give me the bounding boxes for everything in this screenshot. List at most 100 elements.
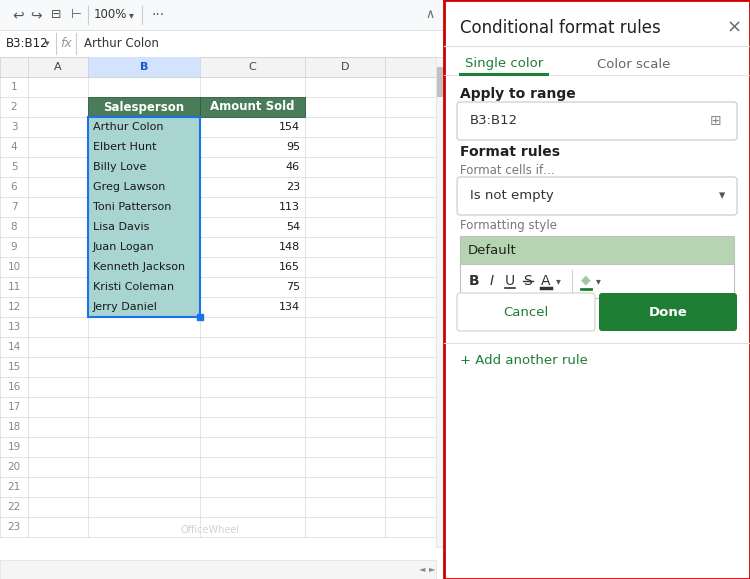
Bar — [88, 217, 200, 237]
Text: ↩: ↩ — [12, 8, 24, 22]
Text: 20: 20 — [8, 462, 20, 472]
Text: Toni Patterson: Toni Patterson — [93, 202, 171, 212]
Text: 100%: 100% — [93, 9, 127, 21]
Text: 17: 17 — [8, 402, 21, 412]
Text: 11: 11 — [8, 282, 21, 292]
Bar — [88, 117, 200, 137]
Bar — [88, 177, 200, 197]
Text: 3: 3 — [10, 122, 17, 132]
Bar — [436, 57, 444, 547]
Bar — [88, 157, 200, 177]
Text: ×: × — [727, 19, 742, 37]
Text: ▾: ▾ — [556, 276, 560, 286]
Text: ▾: ▾ — [596, 276, 601, 286]
Text: 19: 19 — [8, 442, 21, 452]
Text: ▾: ▾ — [128, 10, 133, 20]
Text: 113: 113 — [279, 202, 300, 212]
Text: 4: 4 — [10, 142, 17, 152]
Text: Arthur Colon: Arthur Colon — [93, 122, 164, 132]
Bar — [88, 237, 200, 257]
Text: 21: 21 — [8, 482, 21, 492]
Text: 12: 12 — [8, 302, 21, 312]
Bar — [0, 57, 444, 77]
Text: I: I — [490, 274, 494, 288]
Text: Juan Logan: Juan Logan — [93, 242, 154, 252]
Text: Formatting style: Formatting style — [460, 219, 557, 233]
Text: B: B — [469, 274, 479, 288]
Text: Elbert Hunt: Elbert Hunt — [93, 142, 157, 152]
Text: 165: 165 — [279, 262, 300, 272]
Bar — [460, 264, 734, 298]
Text: 75: 75 — [286, 282, 300, 292]
Text: ↪: ↪ — [30, 8, 42, 22]
Text: ▾: ▾ — [718, 189, 725, 203]
Text: ►: ► — [429, 565, 435, 574]
Text: 8: 8 — [10, 222, 17, 232]
Text: Kenneth Jackson: Kenneth Jackson — [93, 262, 185, 272]
Bar — [88, 297, 200, 317]
Bar — [88, 97, 200, 117]
Text: ▾: ▾ — [45, 39, 50, 48]
Text: Lisa Davis: Lisa Davis — [93, 222, 149, 232]
Text: Single color: Single color — [465, 57, 543, 71]
Text: 2: 2 — [10, 102, 17, 112]
Text: S: S — [524, 274, 532, 288]
Text: 134: 134 — [279, 302, 300, 312]
Text: Conditional format rules: Conditional format rules — [460, 19, 661, 37]
Text: ∧: ∧ — [425, 9, 434, 21]
Text: 14: 14 — [8, 342, 21, 352]
Text: + Add another rule: + Add another rule — [460, 354, 588, 367]
Bar — [437, 67, 443, 97]
Text: ⊟: ⊟ — [51, 9, 62, 21]
Text: Kristi Coleman: Kristi Coleman — [93, 282, 174, 292]
FancyBboxPatch shape — [457, 102, 737, 140]
Text: U: U — [505, 274, 515, 288]
Bar — [0, 0, 444, 30]
Bar — [88, 137, 200, 157]
Text: 46: 46 — [286, 162, 300, 172]
Text: B3:B12: B3:B12 — [6, 37, 49, 50]
Text: 18: 18 — [8, 422, 21, 432]
Text: Format cells if…: Format cells if… — [460, 163, 555, 177]
Text: Cancel: Cancel — [503, 306, 548, 318]
Text: 154: 154 — [279, 122, 300, 132]
Text: ···: ··· — [152, 8, 164, 22]
Text: 15: 15 — [8, 362, 21, 372]
Bar — [0, 30, 444, 57]
Text: 7: 7 — [10, 202, 17, 212]
Text: B3:B12: B3:B12 — [470, 115, 518, 127]
Text: B: B — [140, 62, 148, 72]
Text: Format rules: Format rules — [460, 145, 560, 159]
Text: Greg Lawson: Greg Lawson — [93, 182, 165, 192]
Text: Is not empty: Is not empty — [470, 189, 554, 203]
Text: Done: Done — [649, 306, 687, 318]
Text: 95: 95 — [286, 142, 300, 152]
Bar — [88, 277, 200, 297]
Text: 54: 54 — [286, 222, 300, 232]
Text: 16: 16 — [8, 382, 21, 392]
Text: ⊢: ⊢ — [70, 9, 82, 21]
Text: Jerry Daniel: Jerry Daniel — [93, 302, 158, 312]
Text: 9: 9 — [10, 242, 17, 252]
Text: 5: 5 — [10, 162, 17, 172]
Text: 148: 148 — [279, 242, 300, 252]
Bar — [0, 560, 436, 579]
Text: Amount Sold: Amount Sold — [210, 101, 295, 113]
Text: Billy Love: Billy Love — [93, 162, 146, 172]
Bar — [444, 0, 750, 579]
Text: 1: 1 — [10, 82, 17, 92]
Text: ◆: ◆ — [581, 273, 591, 287]
Text: fx: fx — [60, 37, 72, 50]
Text: OfficeWheel: OfficeWheel — [181, 525, 239, 535]
Text: Arthur Colon: Arthur Colon — [84, 37, 159, 50]
Text: 13: 13 — [8, 322, 21, 332]
Text: D: D — [340, 62, 350, 72]
Bar — [0, 0, 444, 579]
Text: 10: 10 — [8, 262, 20, 272]
Text: A: A — [54, 62, 62, 72]
Bar — [88, 117, 200, 317]
Bar — [88, 197, 200, 217]
Text: Color scale: Color scale — [597, 57, 670, 71]
Text: 23: 23 — [8, 522, 21, 532]
Bar — [460, 236, 734, 264]
